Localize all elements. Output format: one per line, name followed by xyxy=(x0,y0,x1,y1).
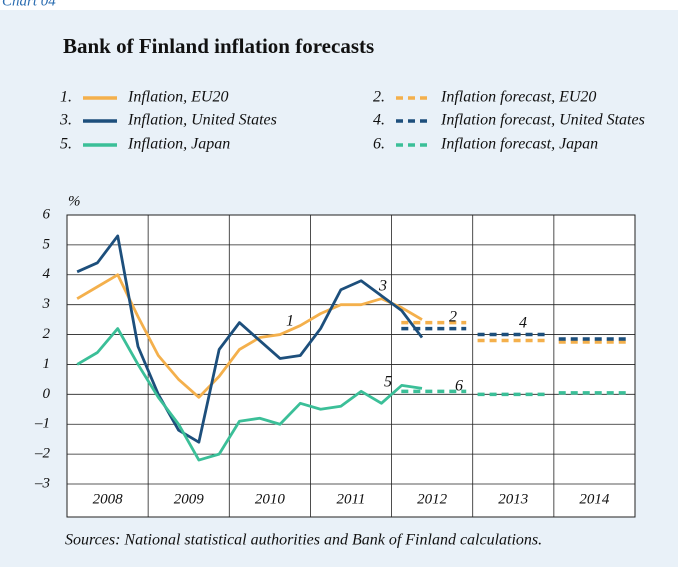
chart-title: Bank of Finland inflation forecasts xyxy=(63,34,374,58)
y-tick-label: 6 xyxy=(43,206,51,222)
y-tick-label: –1 xyxy=(34,416,50,432)
y-tick-label: –2 xyxy=(34,446,51,462)
series-label: 3 xyxy=(378,278,387,295)
series-line xyxy=(76,327,423,462)
plot-area xyxy=(66,214,636,518)
legend-number: 6. xyxy=(373,136,385,153)
y-tick-label: 3 xyxy=(42,296,51,312)
x-tick-label: 2012 xyxy=(417,491,448,507)
x-tick-label: 2008 xyxy=(93,491,124,507)
series-line xyxy=(76,273,423,399)
series-line xyxy=(76,234,424,444)
series-label: 6 xyxy=(455,378,463,395)
y-tick-label: 0 xyxy=(43,386,51,402)
source: Sources: National statistical authoritie… xyxy=(65,532,542,549)
legend-number: 4. xyxy=(373,112,385,129)
legend-label: Inflation, Japan xyxy=(127,136,230,153)
legend-number: 3. xyxy=(59,112,72,129)
series-label: 5 xyxy=(384,374,392,391)
x-tick-label: 2014 xyxy=(579,491,610,507)
legend-number: 1. xyxy=(60,89,72,106)
legend-number: 2. xyxy=(373,89,385,106)
legend-label: Inflation, United States xyxy=(127,112,277,129)
x-tick-label: 2011 xyxy=(337,491,366,507)
series-label: 4 xyxy=(519,315,527,332)
legend-label: Inflation forecast, Japan xyxy=(440,136,598,153)
legend-label: Inflation forecast, EU20 xyxy=(440,89,596,106)
y-axis-label: % xyxy=(68,193,81,209)
legend-label: Inflation forecast, United States xyxy=(440,112,645,129)
y-tick-label: –3 xyxy=(34,475,50,491)
series-label: 2 xyxy=(449,309,457,326)
legend-number: 5. xyxy=(60,136,72,153)
chart-header: Chart 04 xyxy=(2,0,56,9)
legend-label: Inflation, EU20 xyxy=(127,89,228,106)
y-tick-label: 1 xyxy=(43,356,51,372)
x-tick-label: 2010 xyxy=(255,491,286,507)
y-tick-label: 4 xyxy=(43,266,51,282)
x-tick-label: 2013 xyxy=(498,491,528,507)
series-label: 1 xyxy=(286,313,294,330)
y-tick-label: 5 xyxy=(43,236,51,252)
y-tick-label: 2 xyxy=(43,326,51,342)
x-tick-label: 2009 xyxy=(174,491,205,507)
